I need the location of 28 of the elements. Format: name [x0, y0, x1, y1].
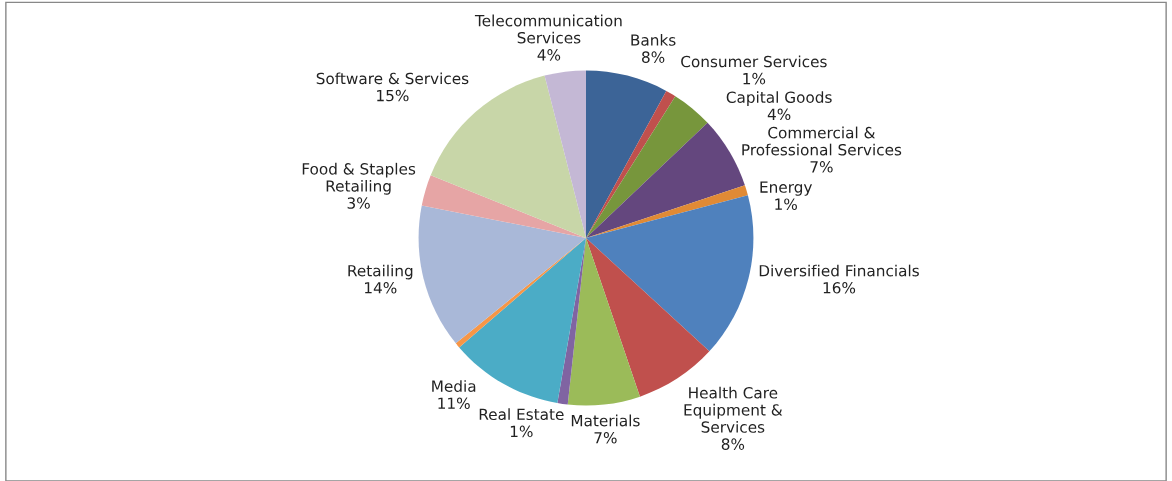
data-label: 4% — [537, 49, 561, 61]
data-label: 8% — [642, 51, 665, 63]
slice-label: Telecommunication Services — [474, 14, 622, 44]
slice-label: Capital Goods — [726, 91, 832, 106]
data-label: 1% — [775, 198, 797, 210]
data-label: 16% — [823, 282, 856, 294]
data-label: 3% — [347, 197, 370, 209]
slice-label: Real Estate — [479, 408, 564, 421]
slice-label: Software & Services — [316, 72, 469, 85]
slice-label: Health Care Equipment & Services — [684, 386, 783, 433]
slice-label: Consumer Services — [681, 55, 827, 68]
data-label: 8% — [721, 438, 745, 450]
data-label: 11% — [438, 397, 470, 410]
slice-label: Energy — [760, 181, 812, 196]
slice-label: Media — [432, 380, 476, 392]
data-label: 1% — [743, 72, 766, 85]
data-label: 1% — [510, 425, 533, 438]
data-label: 15% — [377, 89, 409, 102]
slice-label: Commercial & Professional Services — [742, 126, 902, 156]
data-label: 7% — [810, 161, 833, 173]
data-label: 14% — [365, 282, 397, 294]
data-label: 4% — [767, 108, 791, 121]
slice-label: Materials — [571, 414, 640, 427]
data-label: 7% — [594, 431, 617, 444]
slice-label: Retailing — [348, 264, 413, 280]
slice-label: Banks — [631, 33, 676, 46]
slice-label: Food & Staples Retailing — [302, 162, 416, 195]
slice-label: Diversified Financials — [759, 264, 919, 277]
